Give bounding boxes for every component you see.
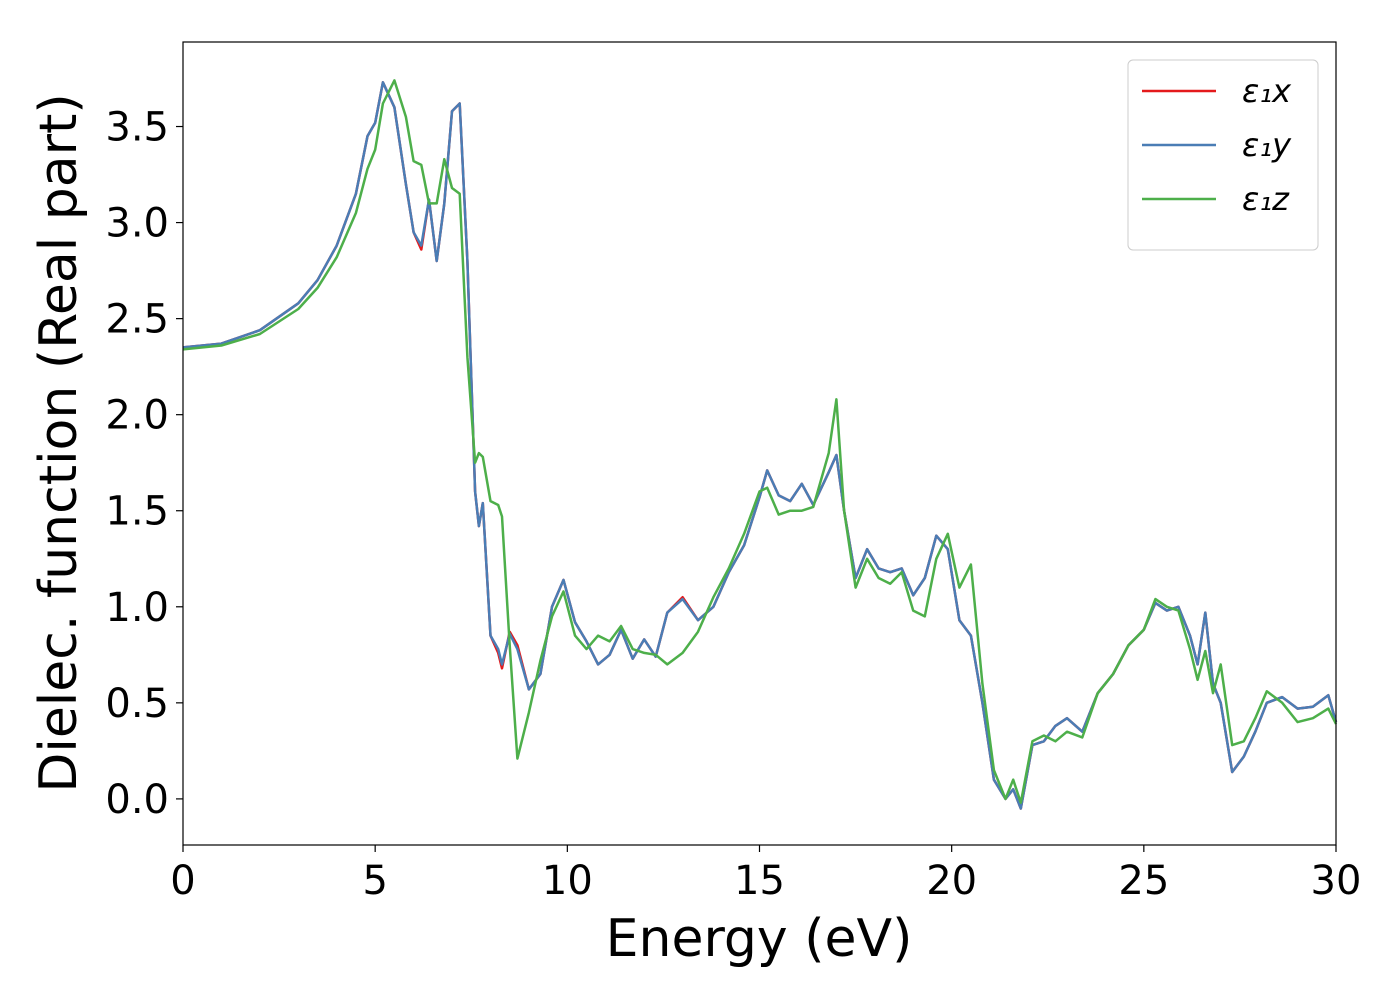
y-tick-label: 1.5 <box>105 489 169 535</box>
legend-box <box>1127 59 1319 251</box>
y-tick-label: 3.5 <box>105 105 169 151</box>
y-tick-label: 2.5 <box>105 297 169 343</box>
x-tick-label: 0 <box>170 858 195 904</box>
legend-label: ε₁y <box>1242 126 1292 164</box>
y-tick-label: 0.5 <box>105 681 169 727</box>
x-axis-label: Energy (eV) <box>606 909 913 969</box>
y-tick-label: 3.0 <box>105 201 169 247</box>
x-tick-label: 30 <box>1311 858 1362 904</box>
legend-label: ε₁z <box>1242 180 1290 218</box>
plot-area <box>182 79 1338 810</box>
y-tick-label: 1.0 <box>105 585 169 631</box>
plot-frame <box>182 41 1337 846</box>
data-line <box>182 81 1338 810</box>
legend-label: ε₁x <box>1242 72 1292 110</box>
x-tick-label: 20 <box>926 858 977 904</box>
x-tick-label: 25 <box>1118 858 1169 904</box>
y-tick-label: 2.0 <box>105 393 169 439</box>
y-tick-label: 0.0 <box>105 777 169 823</box>
y-axis-label: Dielec. function (Real part) <box>29 93 89 792</box>
x-tick-label: 5 <box>362 858 387 904</box>
x-tick-label: 10 <box>542 858 593 904</box>
x-tick-label: 15 <box>734 858 785 904</box>
data-line <box>182 79 1338 804</box>
